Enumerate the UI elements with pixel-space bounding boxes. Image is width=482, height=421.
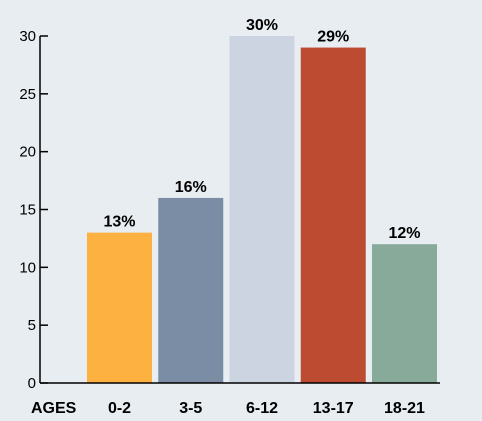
y-tick-label: 5	[28, 317, 36, 334]
bar-6-12	[229, 36, 295, 383]
x-tick-label-6-12: 6-12	[246, 400, 278, 417]
data-label-18-21: 12%	[388, 225, 420, 242]
y-tick-label: 15	[19, 202, 36, 219]
x-axis-label: AGES	[31, 400, 77, 417]
data-labels: 13% 16% 30% 29% 12%	[103, 17, 420, 242]
y-tick-label: 25	[19, 86, 36, 103]
x-axis: AGES 0-2 3-5 6-12 13-17 18-21	[31, 382, 440, 417]
bar-18-21	[372, 244, 437, 383]
x-tick-label-18-21: 18-21	[384, 400, 425, 417]
bar-0-2	[87, 232, 152, 383]
bar-13-17	[300, 47, 366, 384]
data-label-3-5: 16%	[175, 179, 207, 196]
y-tick-label: 20	[19, 144, 36, 161]
y-tick-label: 30	[19, 28, 36, 45]
data-label-13-17: 29%	[317, 29, 349, 46]
bars	[87, 36, 437, 384]
y-tick-label: 10	[19, 259, 36, 276]
y-tick-label: 0	[28, 375, 36, 392]
bar-3-5	[158, 197, 224, 383]
data-label-0-2: 13%	[103, 214, 135, 231]
x-tick-label-0-2: 0-2	[108, 400, 131, 417]
y-axis: 0 5 10 15 20 25 30	[19, 28, 48, 392]
data-label-6-12: 30%	[246, 17, 278, 34]
x-tick-label-3-5: 3-5	[179, 400, 202, 417]
x-tick-label-13-17: 13-17	[313, 400, 354, 417]
